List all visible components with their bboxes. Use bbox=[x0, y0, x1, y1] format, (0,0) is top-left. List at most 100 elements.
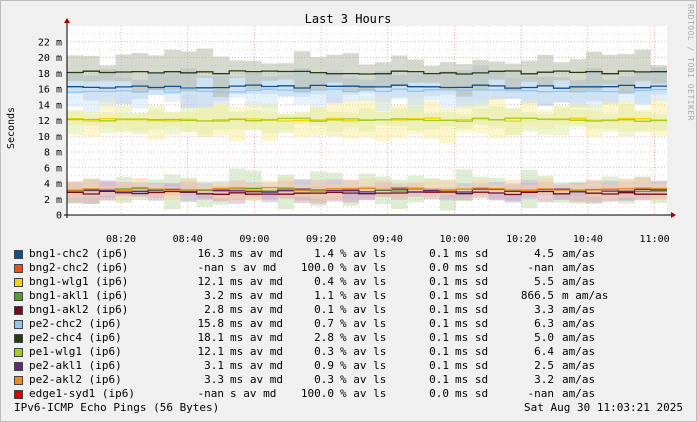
x-tick-label: 10:00 bbox=[439, 234, 469, 245]
y-tick-label: 10 m bbox=[38, 132, 62, 143]
legend-name: bng2-chc2 (ip6) bbox=[29, 261, 129, 274]
smoke-band bbox=[148, 105, 165, 130]
legend-unit: am/as bbox=[562, 317, 596, 330]
legend-am-as: -nan bbox=[527, 261, 555, 274]
legend-avg-median: 15.8 bbox=[197, 317, 225, 330]
x-tick-label: 11:00 bbox=[640, 234, 670, 245]
smoke-band bbox=[180, 51, 197, 92]
smoke-band bbox=[326, 54, 343, 83]
smoke-band bbox=[245, 60, 262, 90]
legend-name: pe2-chc2 (ip6) bbox=[29, 317, 122, 330]
legend-stddev: 0.1 bbox=[429, 373, 449, 386]
legend-name: bng1-chc2 (ip6) bbox=[29, 247, 129, 260]
legend-unit: ms av md bbox=[230, 303, 283, 316]
legend-swatch bbox=[14, 348, 23, 357]
smoke-band bbox=[569, 184, 586, 194]
legend-unit: % av ls bbox=[340, 247, 387, 260]
legend-unit: ms sd bbox=[455, 359, 489, 372]
smoke-band bbox=[650, 65, 667, 84]
legend-avg-median: 12.1 bbox=[197, 345, 225, 358]
smoke-band bbox=[423, 179, 440, 197]
legend-avg-loss: 0.3 bbox=[314, 373, 334, 386]
legend-stddev: 0.0 bbox=[429, 261, 449, 274]
legend-am-as: 3.3 bbox=[534, 303, 554, 316]
legend-am-as: 866.5 bbox=[520, 289, 554, 302]
smoke-band bbox=[423, 81, 440, 101]
smoke-band bbox=[261, 63, 278, 81]
legend-avg-loss: 100.0 bbox=[300, 387, 334, 400]
rrdtool-credit: RRDTOOL / TOBI OETIKER bbox=[686, 4, 695, 121]
legend-swatch bbox=[14, 390, 23, 399]
smoke-band bbox=[212, 105, 230, 130]
smoke-band bbox=[537, 54, 554, 86]
legend-unit: ms av md bbox=[230, 345, 283, 358]
legend-am-as: 3.2 bbox=[534, 373, 554, 386]
legend-swatch bbox=[14, 376, 23, 385]
smoke-band bbox=[634, 49, 651, 82]
legend-unit: ms av md bbox=[230, 275, 283, 288]
legend-name: bng1-akl2 (ip6) bbox=[29, 303, 129, 316]
legend-stddev: 0.1 bbox=[429, 275, 449, 288]
legend-name: pe2-akl2 (ip6) bbox=[29, 373, 122, 386]
smoke-band bbox=[83, 82, 100, 112]
smoke-band bbox=[326, 111, 343, 137]
legend-swatch bbox=[14, 334, 23, 343]
smoke-band bbox=[358, 189, 376, 200]
legend-swatch bbox=[14, 250, 23, 259]
smoke-band bbox=[310, 57, 327, 91]
legend-unit: am/as bbox=[562, 275, 596, 288]
smoke-band bbox=[196, 185, 213, 193]
smoke-band bbox=[83, 111, 100, 126]
median-line-pe2-chc4 bbox=[67, 70, 667, 75]
legend-unit: ms av md bbox=[230, 247, 283, 260]
legend-am-as: -nan bbox=[527, 387, 555, 400]
legend-name: bng1-akl1 (ip6) bbox=[29, 289, 129, 302]
legend-am-as: 5.5 bbox=[534, 275, 554, 288]
smoke-band bbox=[375, 81, 392, 111]
smoke-band bbox=[196, 48, 213, 78]
smoke-band bbox=[504, 180, 522, 196]
median-line-bng1-chc2 bbox=[67, 84, 667, 89]
legend-avg-loss: 2.8 bbox=[314, 331, 334, 344]
legend-stddev: 0.1 bbox=[429, 289, 449, 302]
legend-avg-loss: 0.3 bbox=[314, 345, 334, 358]
legend-avg-loss: 1.4 bbox=[314, 247, 334, 260]
smoke-band bbox=[277, 113, 295, 134]
median-line-pe2-akl2 bbox=[67, 186, 667, 192]
legend-stddev: 0.1 bbox=[429, 345, 449, 358]
legend-unit: am/as bbox=[562, 247, 596, 260]
legend-unit: % av ls bbox=[340, 303, 387, 316]
smoke-band bbox=[358, 178, 376, 193]
smoke-band bbox=[164, 112, 181, 135]
legend-unit: % av ls bbox=[340, 345, 387, 358]
smoke-band bbox=[602, 54, 619, 85]
smoke-band bbox=[83, 178, 100, 196]
axes bbox=[64, 18, 676, 218]
legend-stddev: 0.1 bbox=[429, 331, 449, 344]
smoke-band bbox=[99, 74, 116, 107]
y-tick-label: 18 m bbox=[38, 69, 62, 80]
smoke-band bbox=[148, 55, 165, 90]
smoke-band bbox=[375, 62, 392, 88]
legend-am-as: 5.0 bbox=[534, 331, 554, 344]
smoke-band bbox=[650, 183, 667, 200]
latency-chart: Last 3 Hours Seconds 0 2 m 4 m 6 m 8 m 10 m 12… bbox=[6, 12, 676, 245]
smoke-band bbox=[602, 184, 619, 200]
legend-unit: ms av md bbox=[230, 331, 283, 344]
legend-unit: ms sd bbox=[455, 317, 489, 330]
smoke-band bbox=[634, 176, 651, 193]
legend-name: edge1-syd1 (ip6) bbox=[29, 387, 135, 400]
smoke-band bbox=[585, 179, 603, 198]
legend-unit: am/as bbox=[562, 331, 596, 344]
legend-unit: ms sd bbox=[455, 289, 489, 302]
legend-unit: ms sd bbox=[455, 373, 489, 386]
legend-unit: am/as bbox=[562, 373, 596, 386]
smoke-band bbox=[472, 108, 489, 125]
smoke-band bbox=[164, 49, 181, 91]
legend-unit: ms av md bbox=[230, 289, 283, 302]
legend-unit: ms sd bbox=[455, 387, 489, 400]
footer-probe-description: IPv6-ICMP Echo Pings (56 Bytes) bbox=[14, 401, 220, 414]
smoke-band bbox=[391, 108, 408, 127]
legend-swatch bbox=[14, 362, 23, 371]
y-tick-label: 0 bbox=[56, 211, 62, 222]
